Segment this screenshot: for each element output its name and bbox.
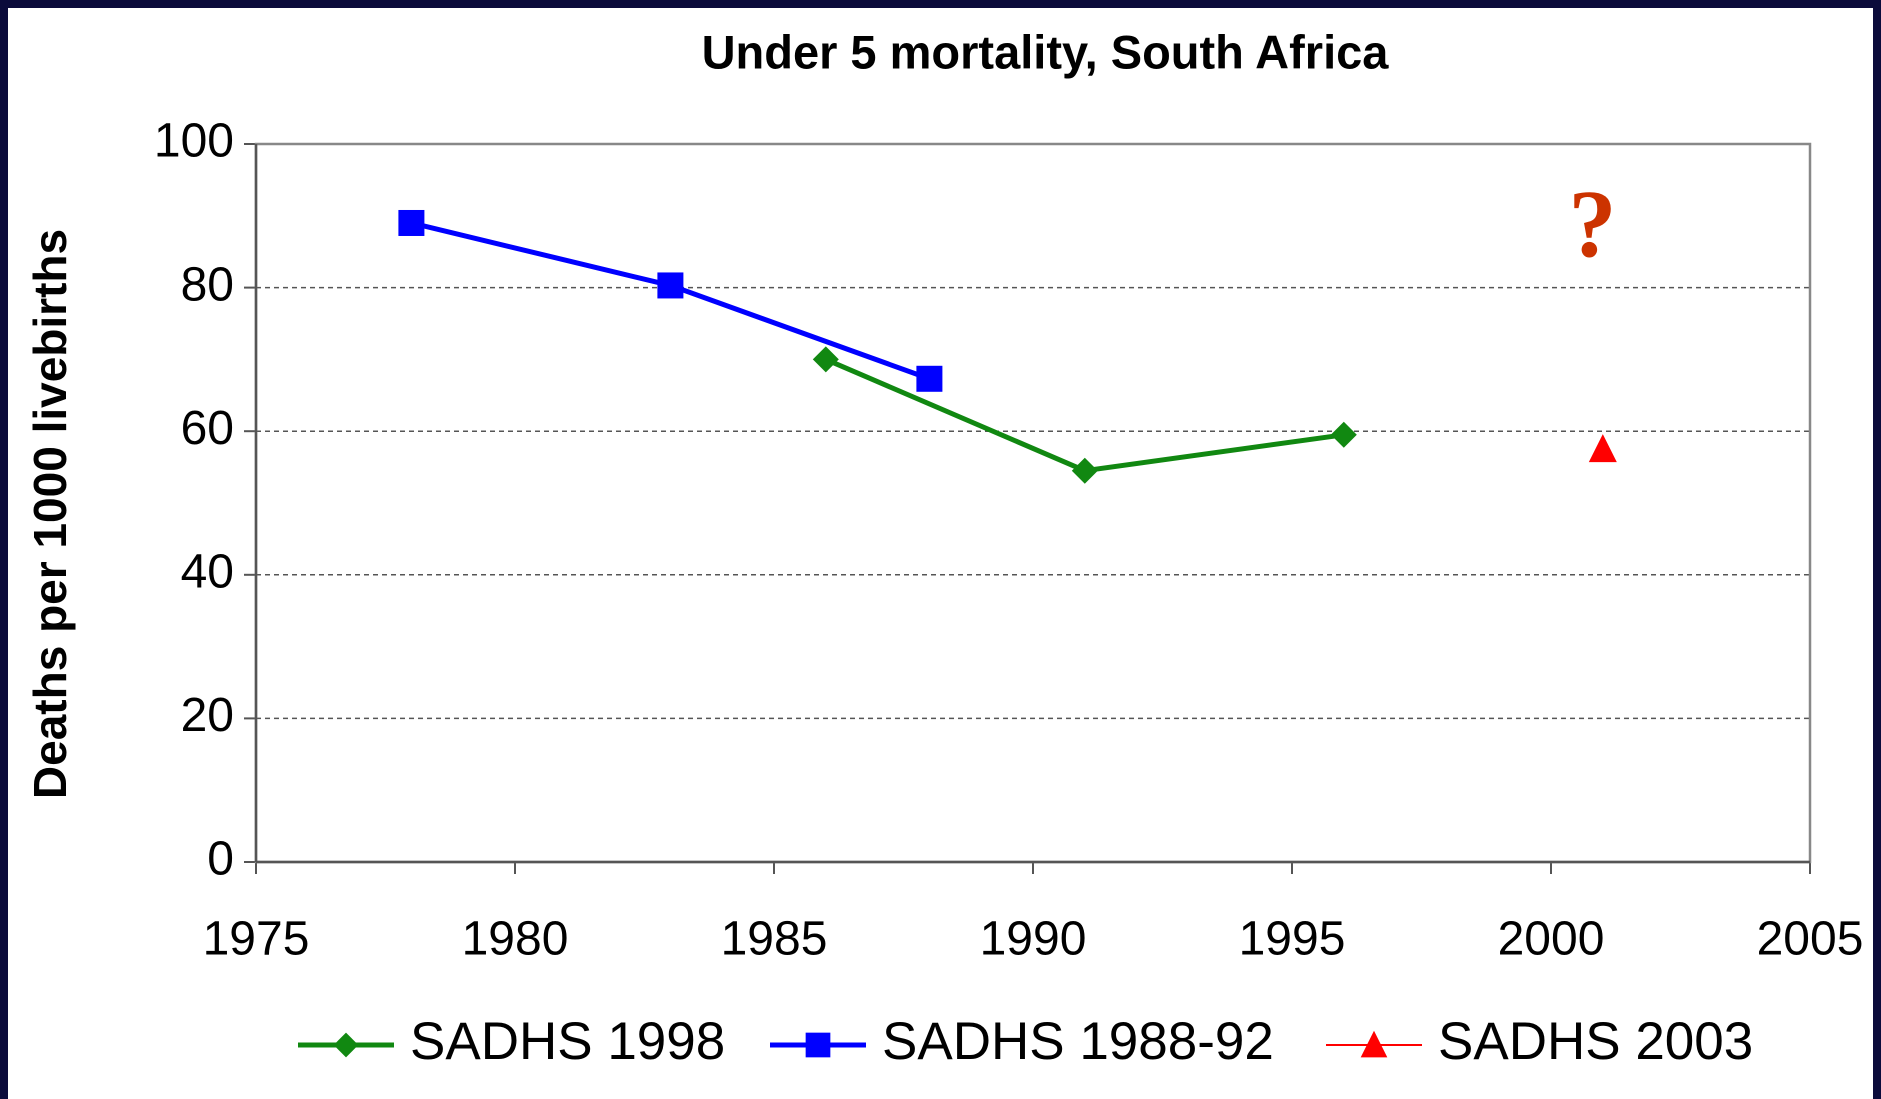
x-tick-label: 2005 — [1757, 913, 1864, 966]
y-tick-label: 0 — [207, 833, 234, 886]
legend-label: SADHS 2003 — [1438, 1012, 1753, 1071]
x-tick-label: 2000 — [1498, 913, 1605, 966]
y-tick-label: 20 — [181, 689, 234, 742]
x-tick-label: 1990 — [980, 913, 1087, 966]
y-tick-label: 40 — [181, 545, 234, 598]
marker — [657, 272, 684, 299]
chart-title: Under 5 mortality, South Africa — [702, 25, 1390, 78]
annotation: ? — [1568, 170, 1616, 277]
marker — [1071, 457, 1098, 484]
x-tick-label: 1975 — [203, 913, 310, 966]
legend-label: SADHS 1988-92 — [882, 1012, 1274, 1071]
marker — [812, 346, 839, 373]
marker — [1330, 421, 1357, 448]
x-tick-label: 1995 — [1239, 913, 1346, 966]
marker — [1588, 434, 1617, 463]
background — [8, 8, 1873, 1099]
y-tick-label: 60 — [181, 402, 234, 455]
x-tick-label: 1985 — [721, 913, 828, 966]
y-tick-label: 80 — [181, 258, 234, 311]
x-tick-label: 1980 — [462, 913, 569, 966]
y-axis-label: Deaths per 1000 livebirths — [24, 229, 76, 799]
marker — [916, 365, 943, 392]
legend-marker — [1360, 1030, 1388, 1058]
legend-label: SADHS 1998 — [410, 1012, 725, 1071]
marker — [398, 209, 425, 236]
legend-marker — [805, 1032, 831, 1058]
y-tick-label: 100 — [154, 115, 234, 168]
legend-marker — [333, 1032, 359, 1058]
